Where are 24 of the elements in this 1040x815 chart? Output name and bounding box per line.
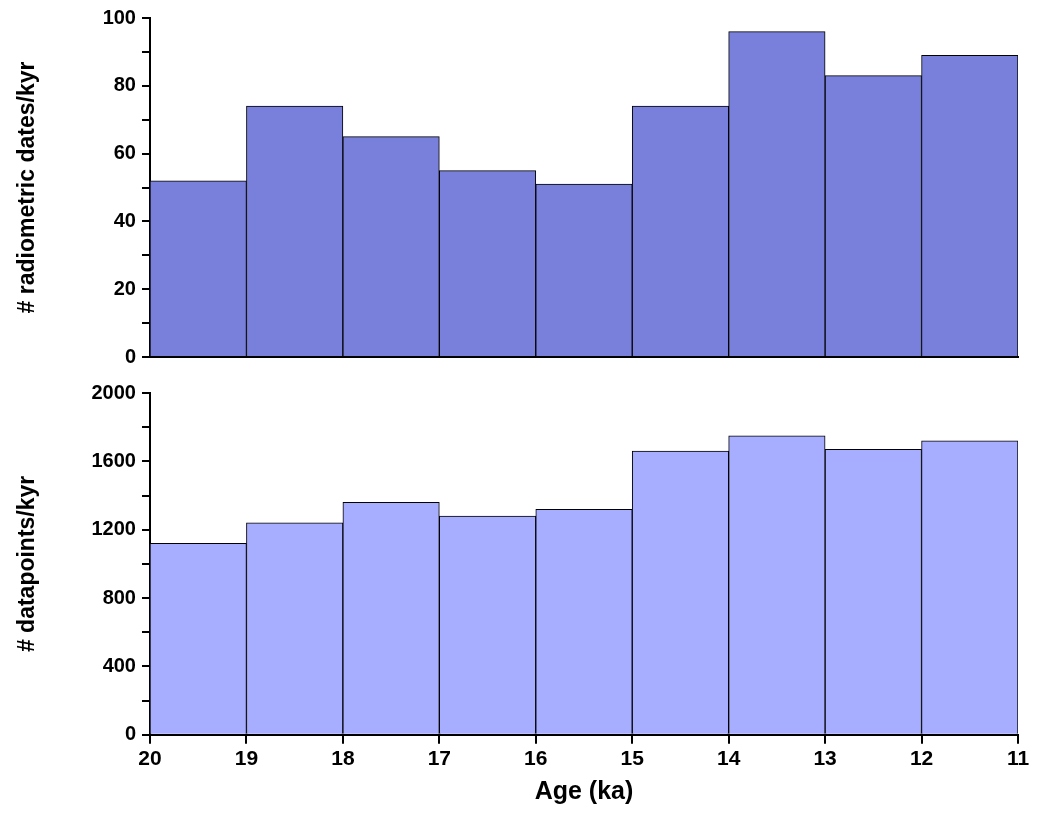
- x-tick-label: 12: [909, 746, 934, 770]
- y-axis-title: # datapoints/kyr: [13, 475, 40, 653]
- y-tick-label: 40: [113, 208, 136, 231]
- x-tick-label: 15: [620, 746, 645, 770]
- y-tick-label: 0: [124, 344, 136, 367]
- y-tick-label: 0: [124, 722, 136, 745]
- x-tick-label: 17: [427, 746, 452, 770]
- x-tick-label: 14: [716, 746, 741, 770]
- x-tick-label: 18: [331, 746, 355, 770]
- x-tick-label: 16: [524, 746, 548, 770]
- y-axis-title: # radiometric dates/kyr: [13, 61, 40, 314]
- y-tick-label: 60: [113, 141, 136, 164]
- x-axis-title: Age (ka): [534, 775, 634, 804]
- x-tick-label: 19: [234, 746, 259, 770]
- y-tick-label: 100: [102, 5, 136, 28]
- x-tick-label: 11: [1006, 746, 1030, 770]
- y-tick-label: 800: [102, 585, 136, 608]
- y-tick-label: 2000: [91, 380, 136, 403]
- y-tick-label: 1200: [91, 517, 136, 540]
- y-tick-label: 80: [113, 73, 136, 96]
- y-tick-label: 400: [102, 653, 136, 676]
- x-tick-label: 13: [813, 746, 837, 770]
- y-tick-label: 20: [113, 276, 136, 299]
- y-tick-label: 1600: [91, 448, 136, 471]
